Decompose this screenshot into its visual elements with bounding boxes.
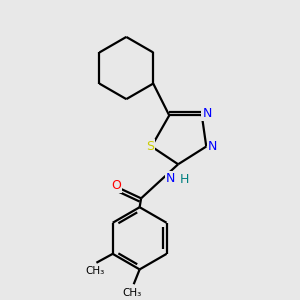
Text: H: H <box>179 173 189 186</box>
Text: O: O <box>111 178 121 191</box>
Text: S: S <box>146 140 154 153</box>
Text: CH₃: CH₃ <box>85 266 105 276</box>
Text: N: N <box>166 172 176 185</box>
Text: CH₃: CH₃ <box>123 287 142 298</box>
Text: N: N <box>202 107 212 120</box>
Text: N: N <box>208 140 218 153</box>
